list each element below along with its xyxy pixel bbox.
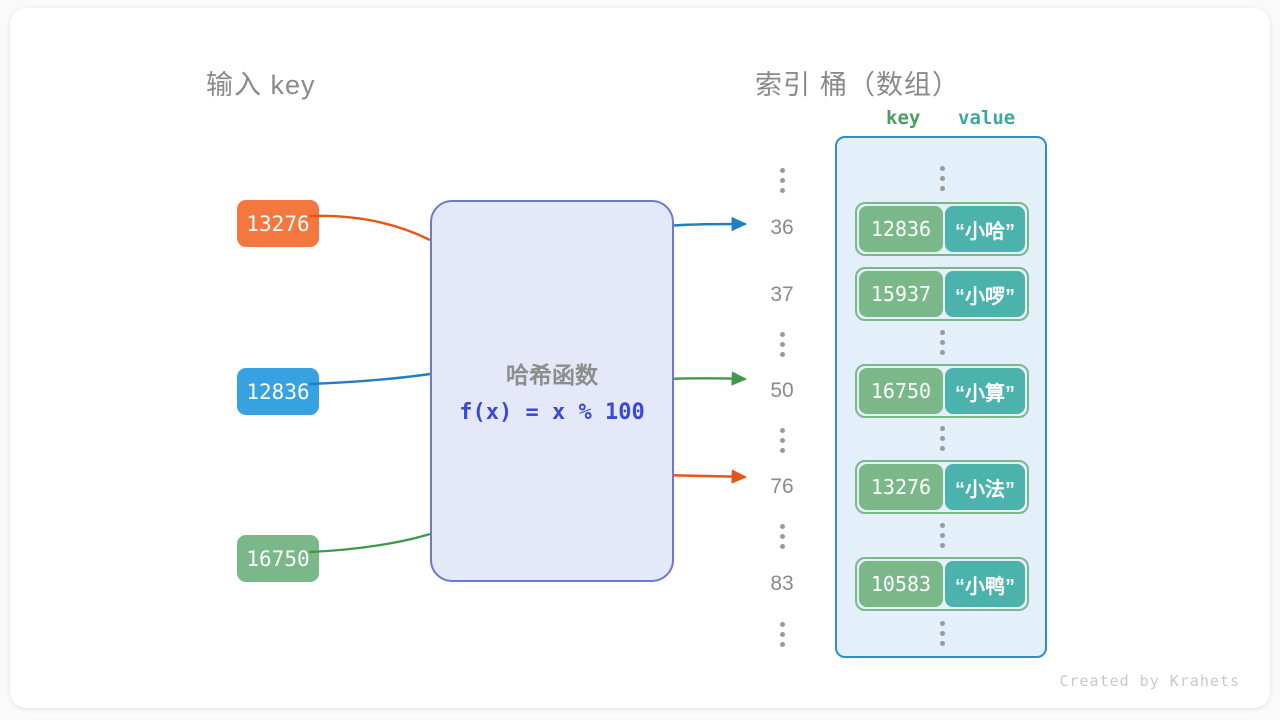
index-dots (755, 524, 809, 549)
bucket-entry: 12836 “小哈” (855, 202, 1029, 256)
column-header-bucket: 桶（数组） (820, 70, 960, 100)
hash-function-box (430, 200, 674, 582)
entry-key: 10583 (859, 561, 943, 607)
input-key-chip-13276: 13276 (237, 200, 319, 247)
column-header-index: 索引 (755, 70, 811, 100)
bucket-entry: 10583 “小鸭” (855, 557, 1029, 611)
hash-function-title: 哈希函数 (506, 362, 598, 388)
diagram-canvas: 输入 key 索引 桶（数组） key value 13276 12836 16… (10, 8, 1270, 708)
entry-value: “小啰” (945, 271, 1025, 317)
bucket-entry: 13276 “小法” (855, 460, 1029, 514)
hash-function-formula: f(x) = x % 100 (459, 400, 645, 425)
entry-key: 15937 (859, 271, 943, 317)
index-37: 37 (770, 283, 794, 306)
index-76: 76 (770, 475, 794, 498)
bucket-value-label: value (958, 107, 1016, 129)
bucket-dots (915, 166, 969, 191)
index-50: 50 (770, 379, 794, 402)
entry-key: 13276 (859, 464, 943, 510)
bucket-dots (915, 330, 969, 355)
bucket-dots (915, 621, 969, 646)
bucket-entry: 16750 “小算” (855, 364, 1029, 418)
footer-credit: Created by Krahets (1059, 672, 1240, 690)
entry-value: “小鸭” (945, 561, 1025, 607)
entry-value: “小法” (945, 464, 1025, 510)
bucket-dots (915, 426, 969, 451)
index-83: 83 (770, 572, 794, 595)
input-key-chip-16750: 16750 (237, 535, 319, 582)
column-header-input-key: 输入 key (206, 70, 316, 100)
entry-value: “小哈” (945, 206, 1025, 252)
entry-value: “小算” (945, 368, 1025, 414)
input-key-chip-12836: 12836 (237, 368, 319, 415)
bucket-key-label: key (886, 107, 921, 129)
bucket-entry: 15937 “小啰” (855, 267, 1029, 321)
entry-key: 16750 (859, 368, 943, 414)
index-dots (755, 168, 809, 193)
index-dots (755, 428, 809, 453)
index-36: 36 (770, 216, 794, 239)
index-dots (755, 332, 809, 357)
entry-key: 12836 (859, 206, 943, 252)
index-dots (755, 622, 809, 647)
bucket-dots (915, 523, 969, 548)
